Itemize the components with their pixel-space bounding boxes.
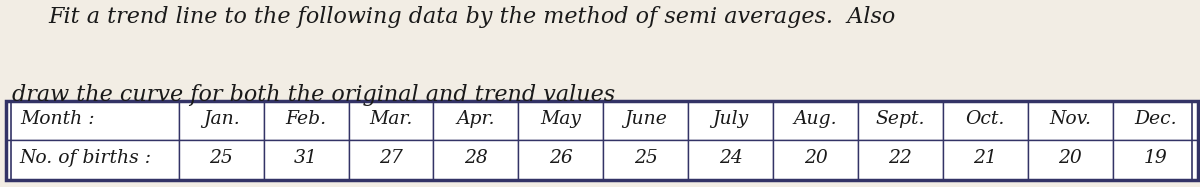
Bar bbox=[1027, 140, 1112, 180]
Text: 22: 22 bbox=[888, 149, 912, 167]
Bar bbox=[264, 140, 348, 180]
Text: draw the curve for both the original and trend values: draw the curve for both the original and… bbox=[12, 84, 616, 106]
Bar bbox=[518, 140, 604, 180]
Text: July: July bbox=[713, 110, 749, 128]
Text: 25: 25 bbox=[634, 149, 658, 167]
Text: No. of births :: No. of births : bbox=[20, 149, 152, 167]
Bar bbox=[604, 101, 688, 140]
Bar bbox=[433, 101, 518, 140]
Text: June: June bbox=[624, 110, 667, 128]
Bar bbox=[1112, 140, 1198, 180]
Text: Aug.: Aug. bbox=[793, 110, 838, 128]
Text: 24: 24 bbox=[719, 149, 743, 167]
Text: Sept.: Sept. bbox=[876, 110, 925, 128]
Bar bbox=[6, 101, 179, 140]
Text: 28: 28 bbox=[464, 149, 488, 167]
Bar bbox=[773, 140, 858, 180]
Text: 20: 20 bbox=[1058, 149, 1082, 167]
Text: Fit a trend line to the following data by the method of semi averages.  Also: Fit a trend line to the following data b… bbox=[48, 6, 895, 28]
Text: Month :: Month : bbox=[20, 110, 95, 128]
Bar bbox=[858, 140, 943, 180]
Text: 21: 21 bbox=[973, 149, 997, 167]
Text: Feb.: Feb. bbox=[286, 110, 326, 128]
Text: 26: 26 bbox=[548, 149, 572, 167]
Text: Dec.: Dec. bbox=[1134, 110, 1176, 128]
Bar bbox=[518, 101, 604, 140]
Bar bbox=[348, 101, 433, 140]
Bar bbox=[179, 140, 264, 180]
Bar bbox=[858, 101, 943, 140]
Bar bbox=[264, 101, 348, 140]
Text: Nov.: Nov. bbox=[1049, 110, 1091, 128]
Bar bbox=[1027, 101, 1112, 140]
Bar bbox=[179, 101, 264, 140]
Bar bbox=[943, 140, 1027, 180]
Bar bbox=[773, 101, 858, 140]
Text: May: May bbox=[540, 110, 581, 128]
Text: 19: 19 bbox=[1144, 149, 1168, 167]
Bar bbox=[943, 101, 1027, 140]
Text: Oct.: Oct. bbox=[966, 110, 1006, 128]
Bar bbox=[688, 101, 773, 140]
Bar bbox=[6, 140, 179, 180]
Bar bbox=[1112, 101, 1198, 140]
Text: 20: 20 bbox=[804, 149, 828, 167]
Text: 25: 25 bbox=[209, 149, 233, 167]
Bar bbox=[604, 140, 688, 180]
Bar bbox=[688, 140, 773, 180]
Text: Mar.: Mar. bbox=[370, 110, 413, 128]
Text: Apr.: Apr. bbox=[457, 110, 496, 128]
Text: 27: 27 bbox=[379, 149, 403, 167]
Bar bbox=[433, 140, 518, 180]
Text: 31: 31 bbox=[294, 149, 318, 167]
Text: Jan.: Jan. bbox=[203, 110, 240, 128]
Bar bbox=[348, 140, 433, 180]
